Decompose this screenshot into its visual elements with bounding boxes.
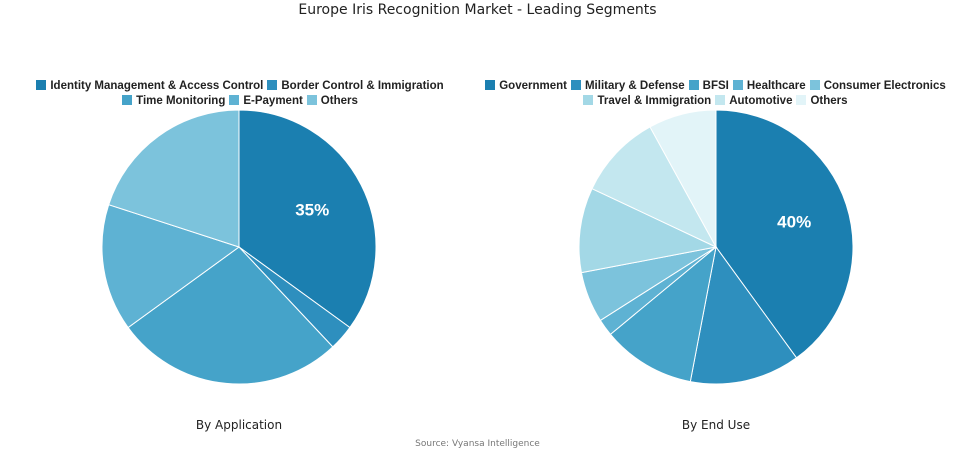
legend-label: Military & Defense — [584, 80, 685, 92]
legend-swatch — [583, 95, 594, 105]
legend-item-time-monitoring: Time Monitoring — [122, 94, 225, 109]
legend-label: BFSI — [702, 80, 729, 92]
legend-swatch — [485, 80, 496, 90]
source-note: Source: Vyansa Intelligence — [415, 439, 540, 449]
legend-item-consumer-electronics: Consumer Electronics — [809, 79, 946, 94]
legend-item-automotive: Automotive — [715, 94, 792, 109]
legend-item-others: Others — [796, 94, 848, 109]
legend-label: Border Control & Immigration — [281, 80, 444, 92]
legend-item-healthcare: Healthcare — [732, 79, 806, 94]
pie-slice-others — [649, 109, 717, 248]
legend-swatch — [796, 95, 807, 105]
pie-slice-time-monitoring — [127, 246, 334, 385]
pie-slice-others — [108, 109, 240, 248]
pie-chart-end-use: 40% — [578, 109, 854, 385]
legend-swatch — [267, 80, 278, 90]
legend-item-identity-management-and-access-control: Identity Management & Access Control — [36, 79, 263, 94]
legend-label: Identity Management & Access Control — [50, 80, 264, 92]
subtitle-end-use: By End Use — [681, 418, 751, 432]
pie-slice-bfsi — [609, 245, 717, 383]
legend-item-border-control-and-immigration: Border Control & Immigration — [267, 79, 444, 94]
legend-swatch — [306, 95, 317, 105]
legend-swatch — [732, 80, 743, 90]
pie-slice-identity-management-and-access-control — [238, 109, 377, 329]
legend-swatch — [809, 80, 820, 90]
legend-label: Others — [320, 95, 358, 107]
legend-swatch — [229, 95, 240, 105]
legend-item-others: Others — [306, 94, 358, 109]
legend-item-travel-and-immigration: Travel & Immigration — [583, 94, 711, 109]
legend-label: Government — [499, 80, 567, 92]
legend-swatch — [715, 95, 726, 105]
legend-label: Travel & Immigration — [597, 95, 712, 107]
legend-item-government: Government — [485, 79, 567, 94]
pie-slice-government — [715, 109, 854, 359]
legend-swatch — [122, 95, 133, 105]
legend-label: Automotive — [729, 95, 793, 107]
legend-item-military-and-defense: Military & Defense — [570, 79, 685, 94]
legend-label: Others — [810, 95, 848, 107]
pie-slice-automotive — [591, 126, 718, 249]
legend-label: Consumer Electronics — [823, 80, 946, 92]
legend-swatch — [688, 80, 699, 90]
pie-slice-e-payment — [101, 204, 241, 329]
legend-end-use: Government Military & Defense BFSI Healthca… — [478, 79, 953, 109]
legend-swatch — [570, 80, 581, 90]
legend-label: E-Payment — [243, 95, 303, 107]
legend-application: Identity Management & Access Control Bord… — [20, 79, 460, 109]
slice-data-label: 40% — [777, 213, 811, 232]
pie-chart-application: 35% — [101, 109, 377, 385]
chart-title: Europe Iris Recognition Market - Leading… — [298, 2, 657, 18]
pie-slice-travel-and-immigration — [578, 188, 718, 274]
legend-item-e-payment: E-Payment — [229, 94, 303, 109]
legend-item-bfsi: BFSI — [688, 79, 729, 94]
subtitle-application: By Application — [195, 418, 283, 432]
legend-swatch — [36, 80, 47, 90]
legend-label: Time Monitoring — [136, 95, 226, 107]
pie-slice-military-and-defense — [689, 245, 798, 385]
slice-data-label: 35% — [295, 201, 329, 220]
legend-label: Healthcare — [746, 80, 806, 92]
